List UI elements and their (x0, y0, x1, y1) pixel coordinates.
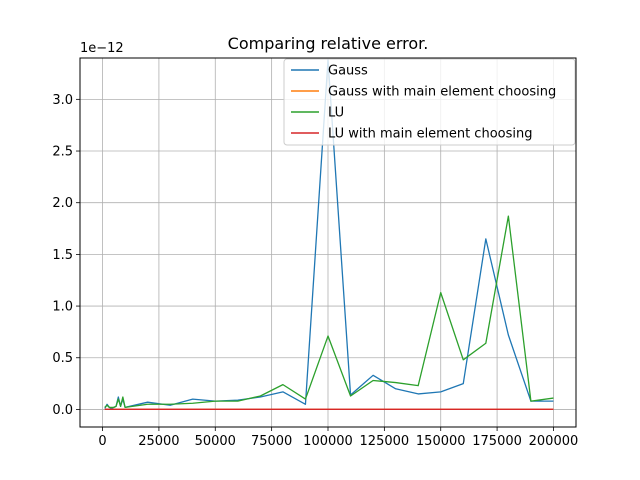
y-tick-label: 2.0 (52, 196, 73, 211)
legend-box (283, 58, 576, 146)
x-tick-label: 100000 (303, 434, 353, 449)
legend-label: Gauss with main element choosing (328, 85, 556, 100)
x-tick-label: 125000 (360, 434, 410, 449)
x-tick-label: 0 (98, 434, 106, 449)
series-line-lu (104, 215, 554, 409)
y-tick-label: 2.5 (52, 145, 73, 160)
ticks: 0 25000 50000 75000 100000 125000 150000 175000… (52, 93, 578, 449)
legend-label: LU with main element choosing (328, 127, 532, 142)
series-group (104, 59, 554, 410)
chart-title: Comparing relative error. (228, 34, 429, 53)
x-tick-label: 150000 (416, 434, 466, 449)
x-tick-label: 50000 (195, 434, 236, 449)
y-tick-label: 1.0 (52, 300, 73, 315)
x-tick-label: 75000 (251, 434, 292, 449)
y-tick-label: 0.5 (52, 351, 73, 366)
y-tick-label: 3.0 (52, 93, 73, 108)
x-tick-label: 25000 (138, 434, 179, 449)
legend: Gauss Gauss with main element choosing LU L… (283, 58, 576, 146)
legend-label: LU (328, 106, 344, 121)
y-tick-label: 1.5 (52, 248, 73, 263)
y-tick-label: 0.0 (52, 403, 73, 418)
x-tick-label: 200000 (529, 434, 579, 449)
y-scale-label: 1e−12 (80, 41, 124, 56)
legend-label: Gauss (328, 64, 368, 79)
x-tick-label: 175000 (472, 434, 522, 449)
